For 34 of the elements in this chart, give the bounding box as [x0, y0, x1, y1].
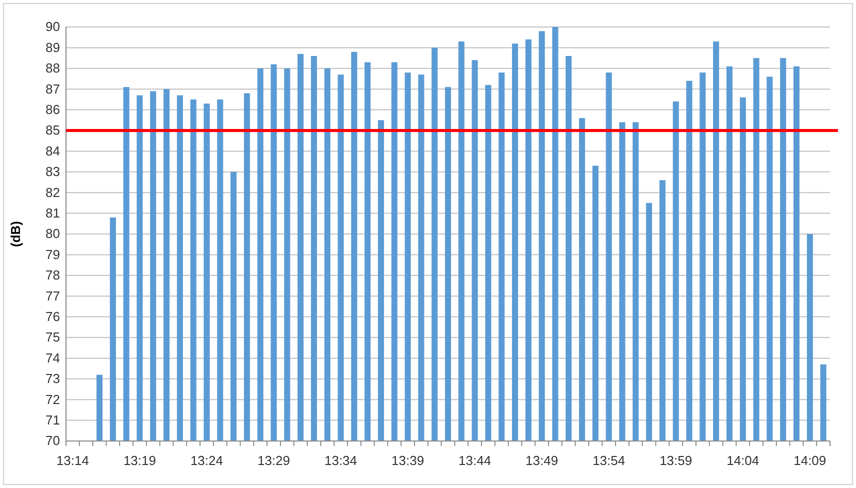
y-tick-label: 85 [46, 122, 60, 138]
x-tick-label: 13:14 [56, 453, 89, 468]
y-tick-label: 74 [46, 350, 60, 366]
y-tick-label: 87 [46, 81, 60, 96]
y-tick-label: 72 [46, 392, 60, 407]
y-tick-label: 76 [46, 308, 60, 324]
x-tick-label: 14:04 [726, 453, 760, 468]
y-tick-label: 77 [46, 288, 60, 304]
y-tick-label: 79 [46, 246, 60, 262]
y-tick-label: 75 [46, 330, 60, 345]
y-tick-label: 90 [46, 19, 60, 34]
y-tick-label: 82 [46, 184, 60, 200]
x-tick-label: 13:29 [257, 453, 290, 468]
x-tick-label: 13:44 [458, 453, 492, 468]
y-tick-label: 83 [46, 164, 60, 180]
x-tick-label: 14:09 [794, 453, 826, 468]
y-tick-label: 78 [46, 268, 60, 283]
y-tick-label: 86 [46, 102, 60, 117]
y-tick-label: 89 [46, 40, 60, 55]
y-axis-title: (dB) [8, 221, 23, 247]
y-tick-label: 70 [46, 433, 60, 448]
y-tick-label: 73 [46, 371, 60, 386]
y-tick-label: 81 [46, 205, 60, 220]
y-tick-label: 88 [46, 60, 60, 76]
x-tick-label: 13:49 [526, 453, 558, 468]
y-tick-label: 84 [46, 143, 60, 158]
x-tick-label: 13:24 [190, 453, 224, 468]
y-tick-label: 80 [46, 226, 60, 242]
x-tick-label: 13:19 [123, 453, 156, 468]
y-tick-label: 71 [46, 412, 60, 428]
x-tick-label: 13:39 [392, 453, 424, 468]
x-tick-label: 13:34 [324, 453, 358, 468]
x-tick-label: 13:54 [592, 453, 626, 468]
x-tick-label: 13:59 [660, 453, 692, 468]
